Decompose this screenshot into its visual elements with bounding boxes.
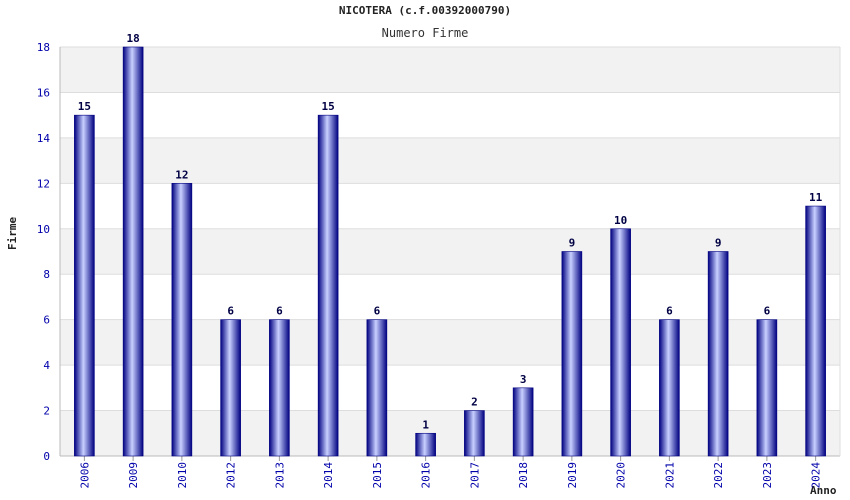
bar [707,251,729,457]
bar-value-label: 9 [569,237,576,250]
chart-title: NICOTERA (c.f.00392000790) [338,4,512,17]
bar [610,228,631,457]
bar [561,251,583,457]
bar [512,387,534,457]
x-tick-label: 2012 [225,462,238,489]
x-tick-label: 2006 [78,462,91,489]
bar [464,410,485,457]
bar-value-label: 3 [520,373,527,386]
x-axis-label: Anno [810,484,837,497]
x-tick-label: 2020 [615,462,628,489]
bar-value-label: 9 [715,237,722,250]
y-tick-label: 14 [37,132,51,145]
y-tick-label: 0 [43,450,50,463]
y-tick-label: 10 [37,223,50,236]
x-tick-label: 2015 [371,462,384,489]
y-tick-label: 18 [37,41,50,54]
bar-value-label: 6 [764,305,771,318]
bar [269,319,290,457]
bar-value-label: 12 [175,168,188,181]
bar-value-label: 10 [614,214,627,227]
bar-value-label: 15 [322,100,335,113]
bar [74,114,95,457]
chart-subtitle: Numero Firme [381,26,469,40]
bar-value-label: 6 [227,305,234,318]
bar [415,432,436,457]
x-tick-label: 2022 [712,462,725,489]
y-tick-label: 8 [43,268,50,281]
grid-band [60,137,840,184]
bar [756,319,778,457]
bar-value-label: 18 [127,32,140,45]
x-tick-label: 2018 [517,462,530,489]
x-tick-label: 2019 [566,462,579,489]
x-tick-label: 2014 [322,462,335,489]
bar [171,183,193,457]
bar [220,319,241,457]
grid-band [60,47,840,93]
y-tick-label: 4 [43,359,50,372]
x-tick-label: 2009 [127,462,140,489]
bar-value-label: 6 [666,305,673,318]
x-tick-label: 2016 [420,462,433,489]
bar-value-label: 6 [276,305,283,318]
y-tick-label: 2 [43,405,50,418]
y-tick-label: 6 [43,314,50,327]
y-tick-label: 12 [37,177,50,190]
bar-value-label: 6 [374,305,381,318]
x-tick-label: 2017 [468,462,481,489]
bar-value-label: 1 [422,418,429,431]
bar [317,114,339,457]
x-tick-label: 2024 [810,462,823,489]
x-tick-label: 2013 [273,462,286,489]
bar-value-label: 15 [78,100,91,113]
bar-value-label: 2 [471,396,478,409]
x-tick-label: 2010 [176,462,189,489]
x-tick-label: 2021 [663,462,676,489]
bar [659,319,680,457]
bar [366,319,388,457]
x-tick-label: 2023 [761,462,774,489]
bar [805,205,826,457]
bar-value-label: 11 [809,191,823,204]
y-tick-label: 16 [37,86,50,99]
bar [122,46,144,457]
